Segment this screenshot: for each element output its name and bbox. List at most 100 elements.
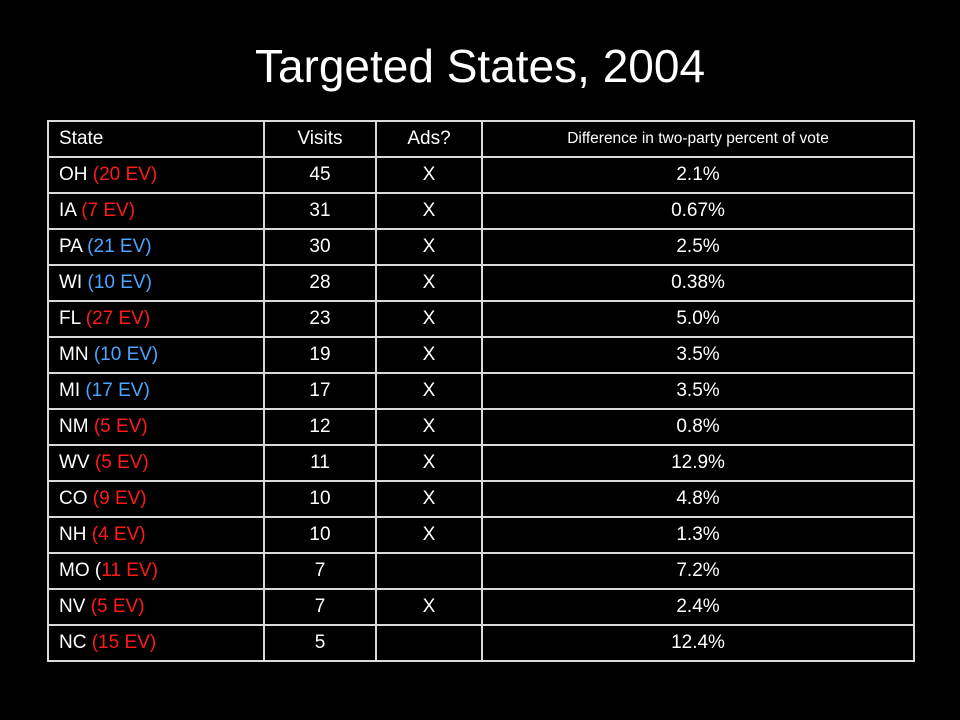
visits-cell: 19 xyxy=(263,336,377,374)
visits-cell: 12 xyxy=(263,408,377,446)
visits-cell: 45 xyxy=(263,156,377,194)
header-visits: Visits xyxy=(263,120,377,158)
visits-cell: 23 xyxy=(263,300,377,338)
ads-cell xyxy=(375,624,483,662)
table-row: MI (17 EV) 17 X 3.5% xyxy=(47,372,915,410)
difference-cell: 0.8% xyxy=(481,408,915,446)
table-row: PA (21 EV) 30 X 2.5% xyxy=(47,228,915,266)
ads-cell: X xyxy=(375,408,483,446)
ads-cell: X xyxy=(375,156,483,194)
difference-cell: 0.38% xyxy=(481,264,915,302)
state-abbrev: FL xyxy=(59,308,81,329)
state-cell: NM (5 EV) xyxy=(47,408,265,446)
state-abbrev: MN xyxy=(59,344,89,365)
state-abbrev: NH xyxy=(59,524,87,545)
state-cell: IA (7 EV) xyxy=(47,192,265,230)
header-row: State Visits Ads? Difference in two-part… xyxy=(47,120,915,158)
visits-cell: 17 xyxy=(263,372,377,410)
table-row: NM (5 EV) 12 X 0.8% xyxy=(47,408,915,446)
ads-cell: X xyxy=(375,444,483,482)
table-body: OH (20 EV) 45 X 2.1% IA (7 EV) 31 X 0.67% PA (21… xyxy=(47,156,915,662)
electoral-votes: 11 EV) xyxy=(101,560,158,581)
state-cell: MI (17 EV) xyxy=(47,372,265,410)
difference-cell: 3.5% xyxy=(481,336,915,374)
visits-cell: 30 xyxy=(263,228,377,266)
electoral-votes: (21 EV) xyxy=(87,236,152,257)
state-cell: NH (4 EV) xyxy=(47,516,265,554)
state-abbrev: IA xyxy=(59,200,76,221)
table-row: OH (20 EV) 45 X 2.1% xyxy=(47,156,915,194)
ads-cell: X xyxy=(375,480,483,518)
electoral-votes: (9 EV) xyxy=(92,488,147,509)
state-abbrev: WI xyxy=(59,272,83,293)
difference-cell: 4.8% xyxy=(481,480,915,518)
state-abbrev: WV xyxy=(59,452,90,473)
electoral-votes: (5 EV) xyxy=(90,596,145,617)
table-row: MO (11 EV) 7 7.2% xyxy=(47,552,915,590)
electoral-votes: (15 EV) xyxy=(91,632,157,653)
visits-cell: 28 xyxy=(263,264,377,302)
difference-cell: 7.2% xyxy=(481,552,915,590)
electoral-votes: (4 EV) xyxy=(91,524,146,545)
ads-cell: X xyxy=(375,588,483,626)
electoral-votes: (10 EV) xyxy=(93,344,159,365)
state-cell: WV (5 EV) xyxy=(47,444,265,482)
ads-cell: X xyxy=(375,192,483,230)
ads-cell xyxy=(375,552,483,590)
difference-cell: 12.4% xyxy=(481,624,915,662)
state-cell: MN (10 EV) xyxy=(47,336,265,374)
visits-cell: 11 xyxy=(263,444,377,482)
electoral-votes: (7 EV) xyxy=(81,200,136,221)
difference-cell: 2.5% xyxy=(481,228,915,266)
difference-cell: 0.67% xyxy=(481,192,915,230)
visits-cell: 7 xyxy=(263,552,377,590)
state-cell: CO (9 EV) xyxy=(47,480,265,518)
visits-cell: 7 xyxy=(263,588,377,626)
state-abbrev: OH xyxy=(59,164,88,185)
electoral-votes: (27 EV) xyxy=(85,308,151,329)
electoral-votes: (20 EV) xyxy=(92,164,158,185)
state-abbrev: CO xyxy=(59,488,88,509)
state-abbrev: MO xyxy=(59,560,90,581)
state-cell: NC (15 EV) xyxy=(47,624,265,662)
ads-cell: X xyxy=(375,300,483,338)
state-cell: MO (11 EV) xyxy=(47,552,265,590)
table-row: FL (27 EV) 23 X 5.0% xyxy=(47,300,915,338)
electoral-votes: (10 EV) xyxy=(87,272,152,293)
state-cell: OH (20 EV) xyxy=(47,156,265,194)
targeted-states-table: State Visits Ads? Difference in two-part… xyxy=(47,120,915,662)
difference-cell: 2.4% xyxy=(481,588,915,626)
table-row: NV (5 EV) 7 X 2.4% xyxy=(47,588,915,626)
ads-cell: X xyxy=(375,264,483,302)
visits-cell: 10 xyxy=(263,480,377,518)
header-state: State xyxy=(47,120,265,158)
ads-cell: X xyxy=(375,336,483,374)
state-ev-prefix: ( xyxy=(89,560,102,581)
state-abbrev: NV xyxy=(59,596,86,617)
difference-cell: 3.5% xyxy=(481,372,915,410)
ads-cell: X xyxy=(375,372,483,410)
state-cell: FL (27 EV) xyxy=(47,300,265,338)
state-abbrev: NM xyxy=(59,416,89,437)
electoral-votes: (17 EV) xyxy=(85,380,150,401)
table-row: IA (7 EV) 31 X 0.67% xyxy=(47,192,915,230)
table-row: WV (5 EV) 11 X 12.9% xyxy=(47,444,915,482)
table-row: MN (10 EV) 19 X 3.5% xyxy=(47,336,915,374)
visits-cell: 10 xyxy=(263,516,377,554)
table-row: NH (4 EV) 10 X 1.3% xyxy=(47,516,915,554)
state-cell: PA (21 EV) xyxy=(47,228,265,266)
slide-title: Targeted States, 2004 xyxy=(254,40,706,92)
difference-cell: 2.1% xyxy=(481,156,915,194)
visits-cell: 31 xyxy=(263,192,377,230)
table-row: WI (10 EV) 28 X 0.38% xyxy=(47,264,915,302)
header-difference: Difference in two-party percent of vote xyxy=(481,120,915,158)
state-abbrev: NC xyxy=(59,632,87,653)
table-row: NC (15 EV) 5 12.4% xyxy=(47,624,915,662)
state-abbrev: MI xyxy=(59,380,81,401)
table-row: CO (9 EV) 10 X 4.8% xyxy=(47,480,915,518)
state-abbrev: PA xyxy=(59,236,82,257)
visits-cell: 5 xyxy=(263,624,377,662)
electoral-votes: (5 EV) xyxy=(93,416,148,437)
electoral-votes: (5 EV) xyxy=(94,452,149,473)
difference-cell: 5.0% xyxy=(481,300,915,338)
